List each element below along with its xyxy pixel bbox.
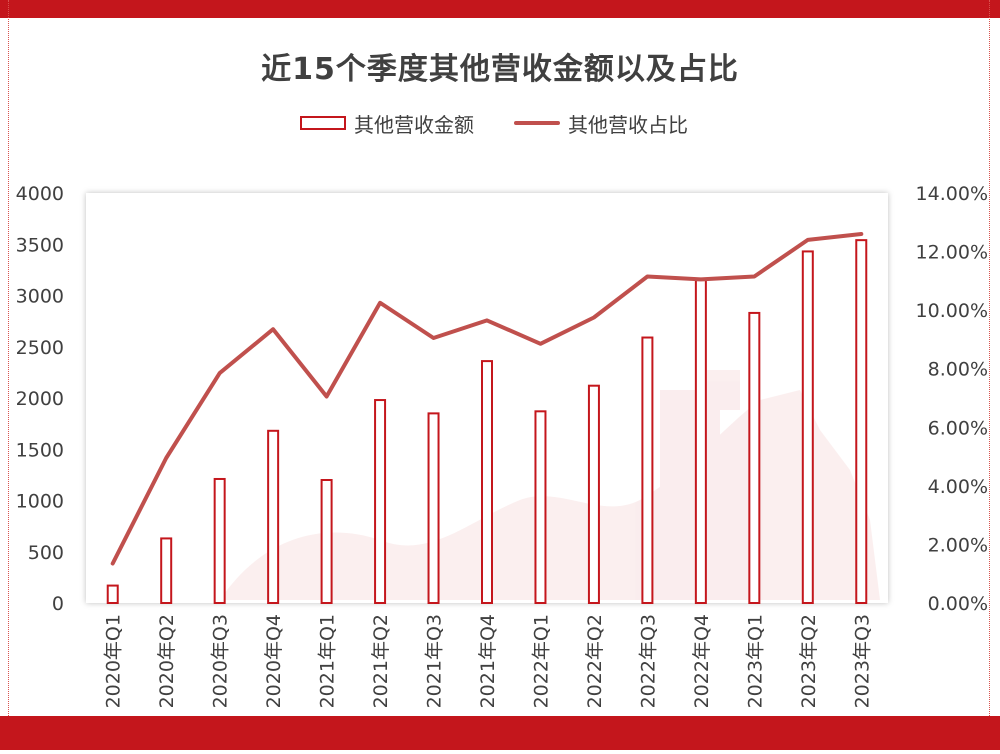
legend-line-swatch bbox=[514, 121, 560, 125]
y-left-tick-label: 500 bbox=[28, 542, 64, 564]
bar bbox=[267, 429, 280, 604]
y-axis-right: 0.00% 2.00% 4.00% 6.00% 8.00% 10.00% 12.00% 14.… bbox=[916, 183, 988, 615]
x-tick-label: 2020年Q1 bbox=[103, 614, 125, 708]
x-tick-label: 2020年Q2 bbox=[156, 614, 178, 708]
bar bbox=[801, 250, 814, 605]
legend-label-amount: 其他营收金额 bbox=[354, 112, 474, 137]
bar bbox=[534, 410, 547, 605]
y-left-tick-label: 2000 bbox=[16, 388, 64, 410]
y-left-tick-label: 0 bbox=[52, 593, 64, 615]
x-tick-label: 2023年Q1 bbox=[744, 614, 766, 708]
y-right-tick-label: 6.00% bbox=[928, 417, 988, 439]
legend-item-ratio: 其他营收占比 bbox=[514, 109, 688, 138]
bottom-red-band bbox=[0, 716, 1000, 750]
bar bbox=[587, 384, 600, 605]
y-right-tick-label: 0.00% bbox=[928, 593, 988, 615]
x-tick-label: 2021年Q3 bbox=[424, 614, 446, 708]
y-right-tick-label: 10.00% bbox=[916, 300, 988, 322]
bar bbox=[694, 279, 707, 604]
y-right-tick-label: 12.00% bbox=[916, 242, 988, 264]
y-left-tick-label: 3000 bbox=[16, 286, 64, 308]
x-tick-label: 2022年Q2 bbox=[584, 614, 606, 708]
bar-series bbox=[106, 239, 868, 605]
y-left-tick-label: 1500 bbox=[16, 439, 64, 461]
bar bbox=[748, 311, 761, 604]
bar bbox=[160, 537, 173, 604]
bar bbox=[213, 477, 226, 605]
y-right-tick-label: 4.00% bbox=[928, 476, 988, 498]
y-right-tick-label: 14.00% bbox=[916, 183, 988, 205]
x-tick-label: 2021年Q4 bbox=[477, 614, 499, 708]
bar bbox=[374, 399, 387, 604]
y-left-tick-label: 4000 bbox=[16, 183, 64, 205]
chart-title: 近15个季度其他营收金额以及占比 bbox=[261, 52, 739, 87]
x-axis: 2020年Q1 2020年Q2 2020年Q3 2020年Q4 2021年Q1 2021年… bbox=[103, 614, 874, 708]
y-left-tick-label: 1000 bbox=[16, 491, 64, 513]
x-tick-label: 2023年Q2 bbox=[798, 614, 820, 708]
bar bbox=[320, 479, 333, 604]
bar bbox=[641, 336, 654, 604]
x-tick-label: 2021年Q1 bbox=[317, 614, 339, 708]
legend: 其他营收金额 其他营收占比 bbox=[300, 108, 728, 138]
x-tick-label: 2022年Q4 bbox=[691, 614, 713, 708]
bar bbox=[427, 412, 440, 604]
x-tick-label: 2022年Q3 bbox=[637, 614, 659, 708]
y-left-tick-label: 3500 bbox=[16, 234, 64, 256]
legend-bar-swatch bbox=[300, 116, 346, 130]
y-right-tick-label: 8.00% bbox=[928, 359, 988, 381]
x-tick-label: 2021年Q2 bbox=[370, 614, 392, 708]
x-tick-label: 2023年Q3 bbox=[851, 614, 873, 708]
bar bbox=[481, 360, 493, 604]
y-left-tick-label: 2500 bbox=[16, 337, 64, 359]
y-axis-left: 0 500 1000 1500 2000 2500 3000 3500 4000 bbox=[16, 183, 64, 615]
bar bbox=[855, 239, 868, 604]
top-red-band bbox=[0, 0, 1000, 18]
y-right-tick-label: 2.00% bbox=[928, 534, 988, 556]
x-tick-label: 2020年Q4 bbox=[263, 614, 285, 708]
legend-item-amount: 其他营收金额 bbox=[300, 109, 474, 138]
x-tick-label: 2022年Q1 bbox=[530, 614, 552, 708]
ratio-line bbox=[110, 232, 864, 566]
bar bbox=[106, 584, 119, 605]
x-tick-label: 2020年Q3 bbox=[210, 614, 232, 708]
legend-label-ratio: 其他营收占比 bbox=[568, 112, 688, 137]
